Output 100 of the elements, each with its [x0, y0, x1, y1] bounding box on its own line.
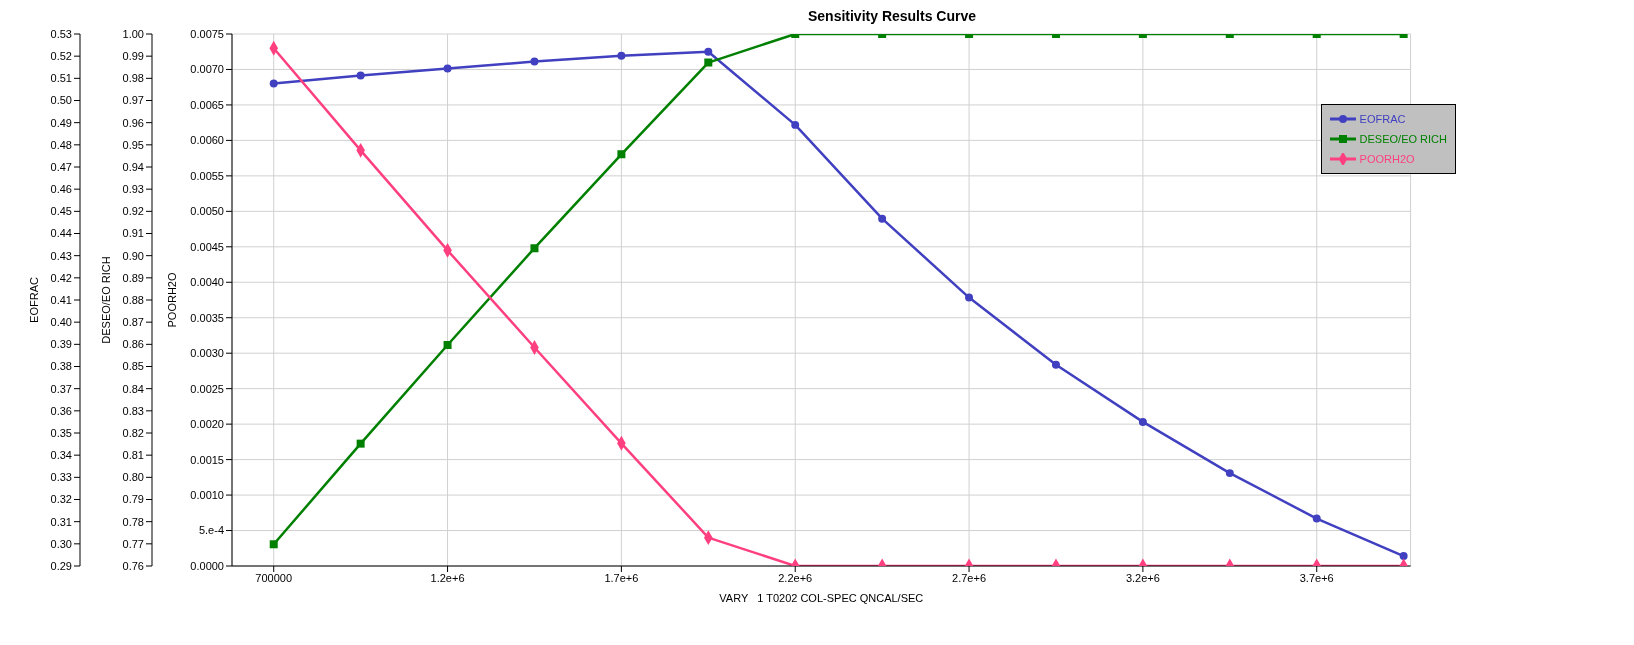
y3-tick-label: 0.0075 — [190, 27, 224, 40]
y2-tick-label: 0.97 — [122, 94, 144, 107]
point — [965, 293, 974, 302]
point — [878, 214, 887, 223]
y2-tick-label: 0.81 — [122, 449, 144, 462]
y-tick-label: 0.36 — [50, 404, 72, 417]
y2-tick-label: 0.76 — [122, 559, 144, 572]
y-tick-label: 0.46 — [50, 183, 72, 196]
x-tick-label: 700000 — [255, 571, 293, 584]
y-tick-label: 0.35 — [50, 426, 72, 439]
x-tick-label: 2.2e+6 — [778, 571, 813, 584]
point — [704, 47, 713, 56]
y-tick-label: 0.31 — [50, 515, 72, 528]
point — [617, 51, 626, 60]
y-tick-label: 0.44 — [50, 227, 72, 240]
y-tick-label: 0.53 — [50, 27, 72, 40]
y2-tick-label: 0.99 — [122, 50, 144, 63]
y2-tick-label: 0.96 — [122, 116, 144, 129]
y2-tick-label: 0.94 — [122, 160, 144, 173]
y2-tick-label: 0.91 — [122, 227, 144, 240]
point — [791, 120, 800, 129]
x-tick-label: 3.7e+6 — [1299, 571, 1334, 584]
point — [443, 341, 452, 349]
y2-tick-label: 1.00 — [122, 27, 144, 40]
y-tick-label: 0.43 — [50, 249, 72, 262]
y3-tick-label: 0.0015 — [190, 453, 224, 466]
point — [704, 58, 713, 67]
y-tick-label: 0.34 — [50, 449, 72, 462]
y2-tick-label: 0.92 — [122, 205, 144, 218]
point — [269, 79, 278, 88]
chart-title: Sensitivity Results Curve — [806, 8, 978, 26]
y-tick-label: 0.29 — [50, 559, 72, 572]
y-tick-label: 0.42 — [50, 271, 72, 284]
y-tick-label: 0.33 — [50, 471, 72, 484]
y3-tick-label: 0.0065 — [190, 98, 224, 111]
y3-tick-label: 0.0040 — [190, 276, 224, 289]
y2-tick-label: 0.88 — [122, 293, 144, 306]
y2-tick-label: 0.89 — [122, 271, 144, 284]
y3-axis-title: POORH2O — [166, 272, 178, 328]
y2-tick-label: 0.87 — [122, 316, 144, 329]
point — [1051, 360, 1060, 369]
y-tick-label: 0.41 — [50, 293, 72, 306]
point — [617, 150, 626, 159]
y3-tick-label: 0.0055 — [190, 169, 224, 182]
y-tick-label: 0.52 — [50, 50, 72, 63]
y3-tick-label: 0.0050 — [190, 205, 224, 218]
x-tick-label: 1.2e+6 — [430, 571, 465, 584]
y3-tick-label: 0.0060 — [190, 134, 224, 147]
y-tick-label: 0.32 — [50, 493, 72, 506]
y2-tick-label: 0.80 — [122, 471, 144, 484]
y-tick-label: 0.45 — [50, 205, 72, 218]
y2-tick-label: 0.84 — [122, 382, 144, 395]
point — [443, 64, 452, 73]
point — [1225, 469, 1234, 478]
legend-label: EOFRAC — [1359, 113, 1406, 125]
x-tick-label: 1.7e+6 — [604, 571, 639, 584]
point — [356, 439, 365, 448]
point — [530, 57, 539, 66]
legend-label: POORH2O — [1359, 153, 1415, 165]
y-tick-label: 0.47 — [50, 160, 72, 173]
y2-tick-label: 0.98 — [122, 72, 144, 85]
y-tick-label: 0.38 — [50, 360, 72, 373]
y2-tick-label: 0.82 — [122, 426, 144, 439]
point — [1399, 552, 1408, 561]
y-tick-label: 0.49 — [50, 116, 72, 129]
y2-tick-label: 0.79 — [122, 493, 144, 506]
x-tick-label: 3.2e+6 — [1125, 571, 1160, 584]
y-tick-label: 0.51 — [50, 72, 72, 85]
y2-tick-label: 0.86 — [122, 338, 144, 351]
y3-tick-label: 0.0000 — [190, 559, 224, 572]
y2-tick-label: 0.83 — [122, 404, 144, 417]
point — [530, 244, 539, 253]
y3-tick-label: 0.0035 — [190, 311, 224, 324]
x-axis-title: VARY 1 T0202 COL-SPEC QNCAL/SEC — [719, 592, 924, 604]
y-tick-label: 0.48 — [50, 138, 72, 151]
y-tick-label: 0.30 — [50, 537, 72, 550]
point — [1312, 514, 1321, 523]
y-tick-label: 0.50 — [50, 94, 72, 107]
point — [356, 71, 365, 80]
y3-tick-label: 0.0045 — [190, 240, 224, 253]
x-tick-label: 2.7e+6 — [952, 571, 987, 584]
y3-tick-label: 0.0020 — [190, 418, 224, 431]
y2-tick-label: 0.85 — [122, 360, 144, 373]
y2-axis-title: DESEO/EO RICH — [100, 256, 112, 344]
point — [1138, 417, 1147, 426]
y3-tick-label: 0.0070 — [190, 63, 224, 76]
y-tick-label: 0.39 — [50, 338, 72, 351]
y3-tick-label: 0.0010 — [190, 488, 224, 501]
y3-tick-label: 5.e-4 — [198, 524, 224, 537]
y2-tick-label: 0.90 — [122, 249, 144, 262]
y3-tick-label: 0.0030 — [190, 347, 224, 360]
y-axis-title: EOFRAC — [28, 277, 40, 323]
y2-tick-label: 0.95 — [122, 138, 144, 151]
y-tick-label: 0.37 — [50, 382, 72, 395]
y-tick-label: 0.40 — [50, 316, 72, 329]
y2-tick-label: 0.78 — [122, 515, 144, 528]
point — [269, 540, 278, 549]
legend-label: DESEO/EO RICH — [1359, 133, 1447, 145]
y2-tick-label: 0.77 — [122, 537, 144, 550]
y3-tick-label: 0.0025 — [190, 382, 224, 395]
